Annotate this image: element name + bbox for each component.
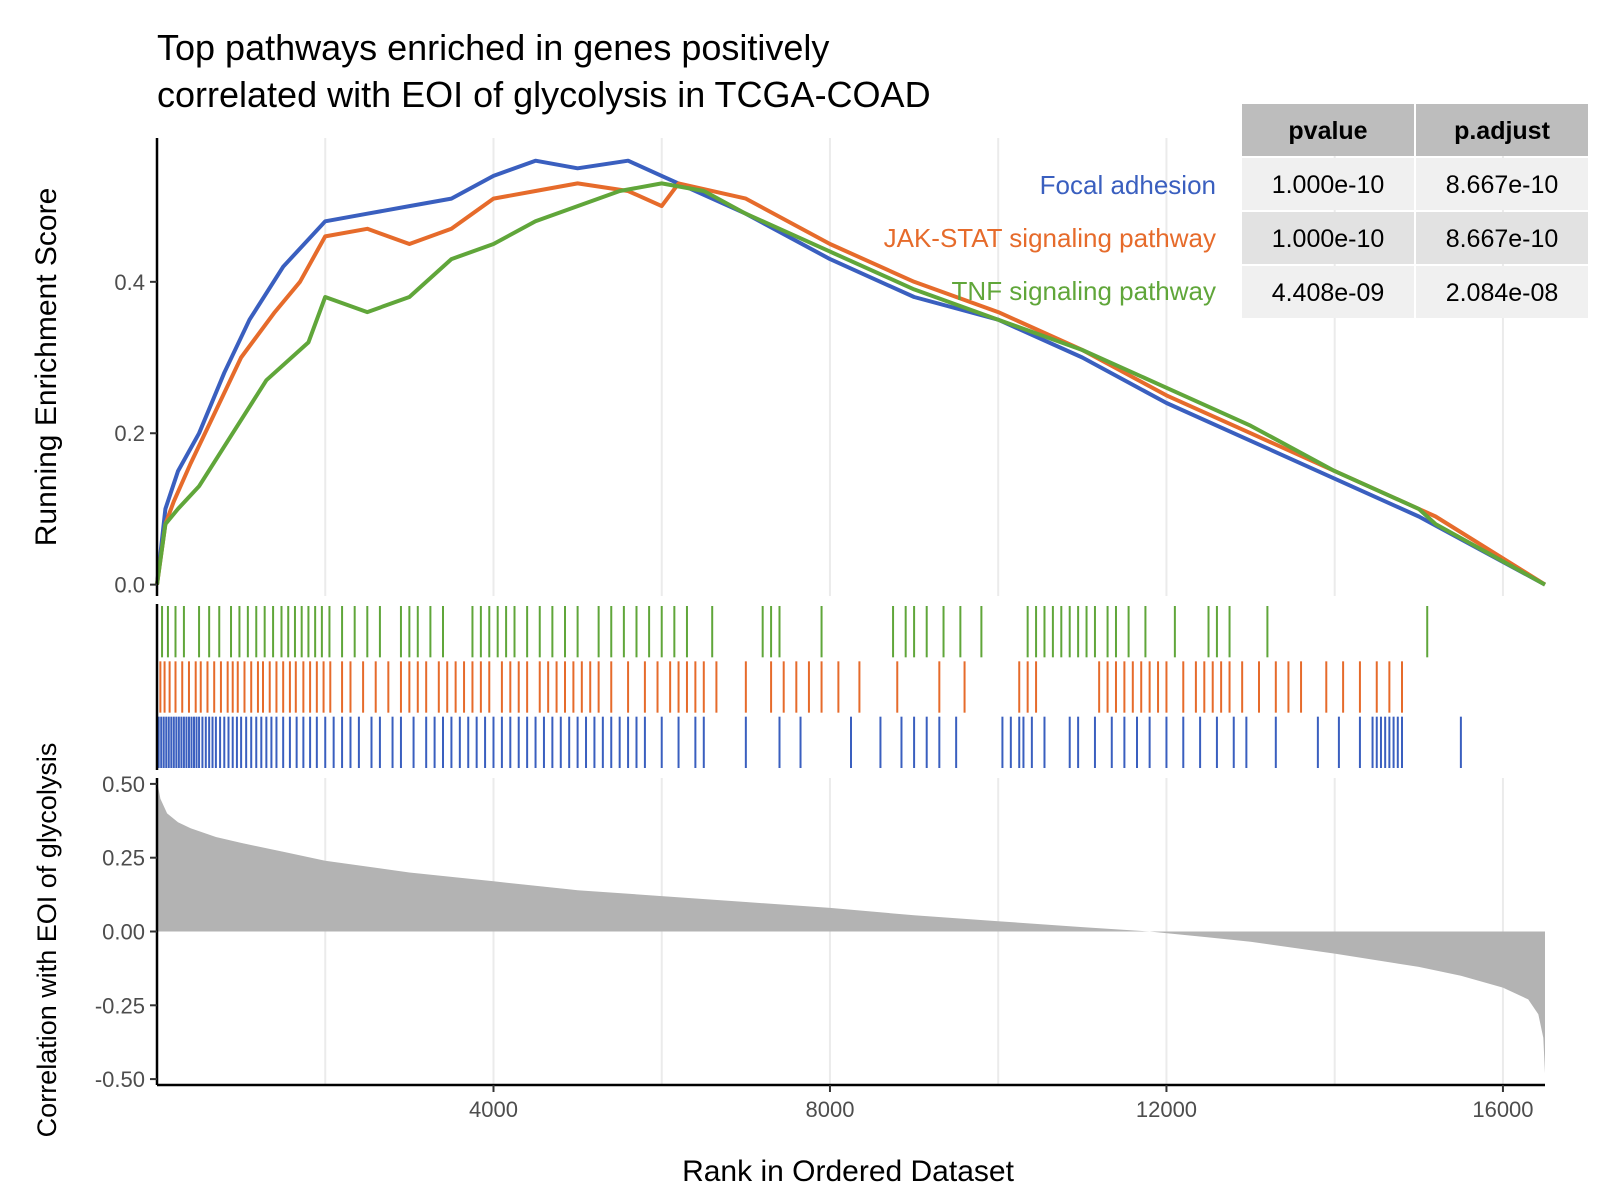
- correlation-panel: 0.50 0.25 0.00 -0.25 -0.50 4000 8000 12000 16000: [95, 772, 1545, 1122]
- x-tick-label: 4000: [469, 1097, 518, 1122]
- legend-item-1: JAK-STAT signaling pathway: [884, 223, 1216, 253]
- x-axis-title: Rank in Ordered Dataset: [682, 1155, 1014, 1188]
- chart-title-line-2: correlated with EOI of glycolysis in TCG…: [157, 74, 931, 115]
- corr-y-tick-label: 0.25: [102, 846, 145, 871]
- es-line-2: [155, 181, 1546, 587]
- table-header-cell: [1242, 104, 1414, 156]
- corr-y-tick-label: 0.00: [102, 920, 145, 945]
- legend: Focal adhesion JAK-STAT signaling pathway…: [884, 170, 1216, 306]
- x-tick-label: 12000: [1136, 1097, 1197, 1122]
- table-header-p.adjust: p.adjust: [1454, 117, 1551, 145]
- corr-y-tick-label: -0.50: [95, 1067, 145, 1092]
- x-tick-label: 8000: [805, 1097, 854, 1122]
- table-header-cell: [1416, 104, 1588, 156]
- table-cell-bg: [1416, 266, 1588, 318]
- stats-table: pvalue p.adjust 1.000e-10 8.667e-10 1.000e-1…: [1242, 104, 1588, 318]
- legend-item-2: TNF signaling pathway: [952, 276, 1216, 306]
- es-line-0: [155, 158, 1546, 587]
- corr-y-tick-label: -0.25: [95, 993, 145, 1018]
- table-cell: 8.667e-10: [1446, 225, 1559, 253]
- es-y-tick-label: 0.0: [114, 573, 145, 598]
- table-cell-bg: [1416, 158, 1588, 210]
- table-cell-bg: [1242, 212, 1414, 264]
- table-cell: 1.000e-10: [1272, 171, 1385, 199]
- table-cell-bg: [1242, 266, 1414, 318]
- table-cell: 1.000e-10: [1272, 225, 1385, 253]
- gene-hits-panel: [155, 604, 1462, 770]
- table-cell-bg: [1416, 212, 1588, 264]
- es-line-1: [155, 181, 1547, 587]
- table-cell: 8.667e-10: [1446, 171, 1559, 199]
- es-y-tick-label: 0.2: [114, 421, 145, 446]
- enrichment-score-panel: 0.0 0.2 0.4: [114, 138, 1547, 598]
- table-cell-bg: [1242, 158, 1414, 210]
- es-y-tick-label: 0.4: [114, 270, 145, 295]
- es-y-axis-title: Running Enrichment Score: [30, 188, 63, 547]
- corr-y-axis-title: Correlation with EOI of glycolysis: [32, 743, 62, 1138]
- corr-y-tick-label: 0.50: [102, 772, 145, 797]
- x-tick-label: 16000: [1472, 1097, 1533, 1122]
- legend-item-0: Focal adhesion: [1040, 170, 1216, 200]
- table-cell: 2.084e-08: [1446, 279, 1559, 307]
- chart-title-line-1: Top pathways enriched in genes positivel…: [157, 27, 829, 68]
- table-header-pvalue: pvalue: [1288, 117, 1367, 145]
- table-cell: 4.408e-09: [1272, 279, 1385, 307]
- correlation-area: [157, 781, 1545, 1074]
